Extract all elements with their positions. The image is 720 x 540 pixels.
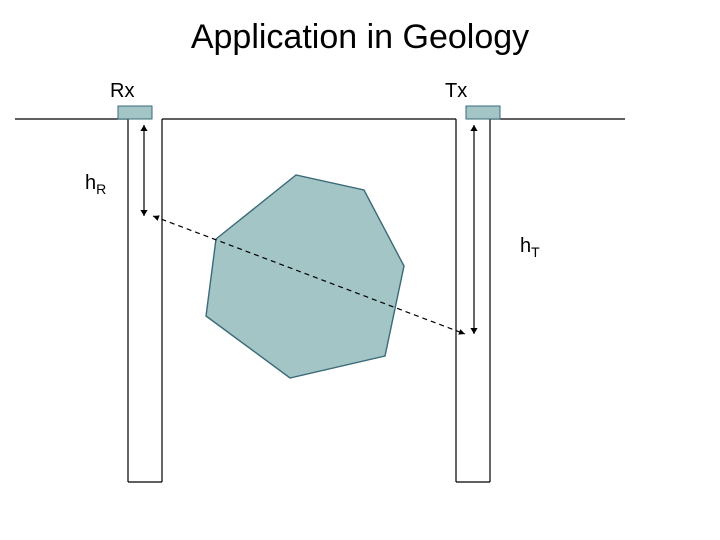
diagram-canvas: Application in Geology Rx Tx hR hT xyxy=(0,0,720,540)
geology-svg xyxy=(0,0,720,540)
rock-polygon xyxy=(206,175,404,378)
